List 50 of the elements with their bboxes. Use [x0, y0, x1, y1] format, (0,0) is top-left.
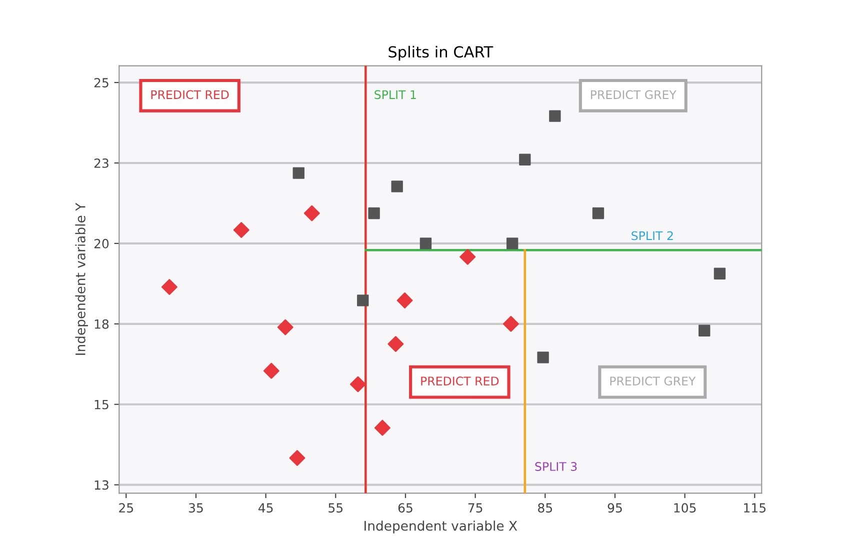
y-tick-label: 23 [94, 158, 108, 168]
x-tick-label: 105 [674, 503, 696, 513]
point [592, 207, 604, 220]
x-tick-label: 95 [608, 503, 622, 513]
point [368, 207, 380, 220]
point [698, 324, 710, 336]
x-tick-label: 25 [119, 503, 133, 513]
x-tick-label: 85 [538, 503, 552, 513]
x-tick-label: 65 [398, 503, 412, 513]
x-tick-label: 45 [258, 503, 273, 513]
point [357, 294, 369, 306]
point [277, 319, 294, 336]
point [161, 279, 178, 295]
point [519, 154, 531, 166]
x-tick-label: 115 [744, 503, 766, 513]
point [537, 352, 549, 364]
point [374, 420, 390, 436]
point [714, 268, 726, 280]
point [263, 362, 280, 379]
x-tick-label: 55 [328, 503, 342, 513]
y-tick-label: 18 [94, 319, 109, 329]
point [292, 167, 304, 179]
point [506, 238, 518, 250]
annotation: SPLIT 1 [374, 90, 416, 100]
x-tick-label: 75 [468, 503, 482, 513]
chart-title: Splits in CART [388, 46, 494, 61]
annotation: PREDICT GREY [610, 376, 696, 386]
point [420, 238, 432, 250]
y-tick-label: 20 [94, 238, 109, 248]
y-tick-label: 15 [94, 400, 108, 410]
point [391, 180, 403, 192]
point [502, 316, 519, 332]
point [350, 376, 366, 392]
y-tick-label: 25 [94, 78, 108, 88]
point [396, 292, 413, 308]
point [304, 205, 320, 222]
point [388, 336, 404, 352]
annotation: PREDICT RED [421, 376, 499, 386]
point [233, 222, 250, 238]
point [460, 248, 476, 265]
annotation: SPLIT 2 [632, 231, 673, 240]
x-axis-title: Independent variable X [364, 520, 518, 534]
annotation: PREDICT RED [151, 90, 229, 100]
annotation: SPLIT 3 [535, 462, 577, 471]
point [549, 110, 561, 122]
y-tick-label: 13 [94, 480, 108, 490]
x-tick-label: 35 [188, 503, 203, 513]
point [289, 450, 306, 466]
annotation: PREDICT GREY [591, 90, 676, 100]
y-axis-title: Independent variable Y [75, 202, 88, 355]
